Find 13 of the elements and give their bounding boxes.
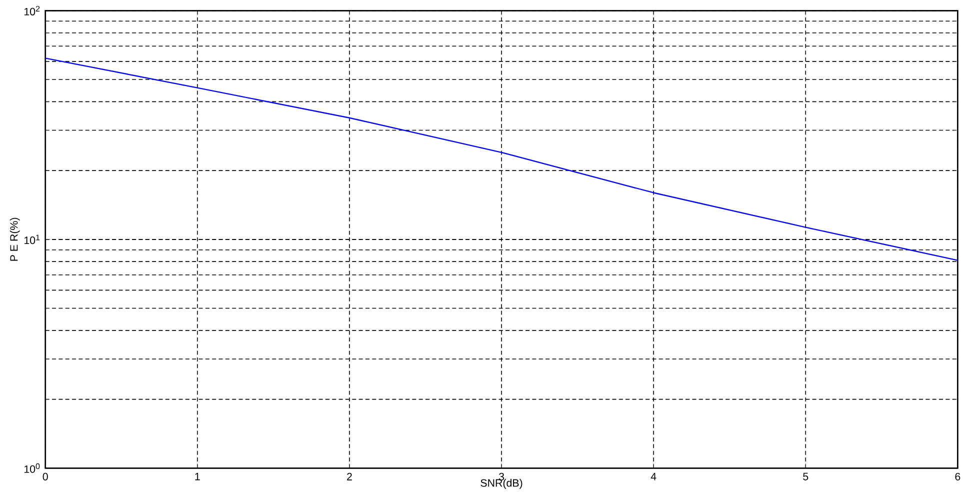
line-series — [45, 58, 958, 262]
x-tick-label: 5 — [803, 473, 808, 481]
x-tick-label: 4 — [650, 473, 656, 480]
x-tick-label: 2 — [347, 473, 352, 481]
x-axis-title: SNR(dB) — [480, 479, 522, 490]
y-axis-title: P E R(%) — [10, 218, 20, 262]
y-tick-label: 10$^{2}$ — [24, 6, 40, 16]
y-tick-label: 10$^{0}$ — [24, 464, 40, 474]
x-tick-label: 6 — [955, 473, 960, 481]
x-tick-label: 0 — [42, 473, 48, 481]
x-tick-label: 3 — [498, 473, 504, 481]
y-tick-label: 10$^{1}$ — [24, 234, 40, 244]
x-tick-label: 1 — [195, 473, 200, 480]
